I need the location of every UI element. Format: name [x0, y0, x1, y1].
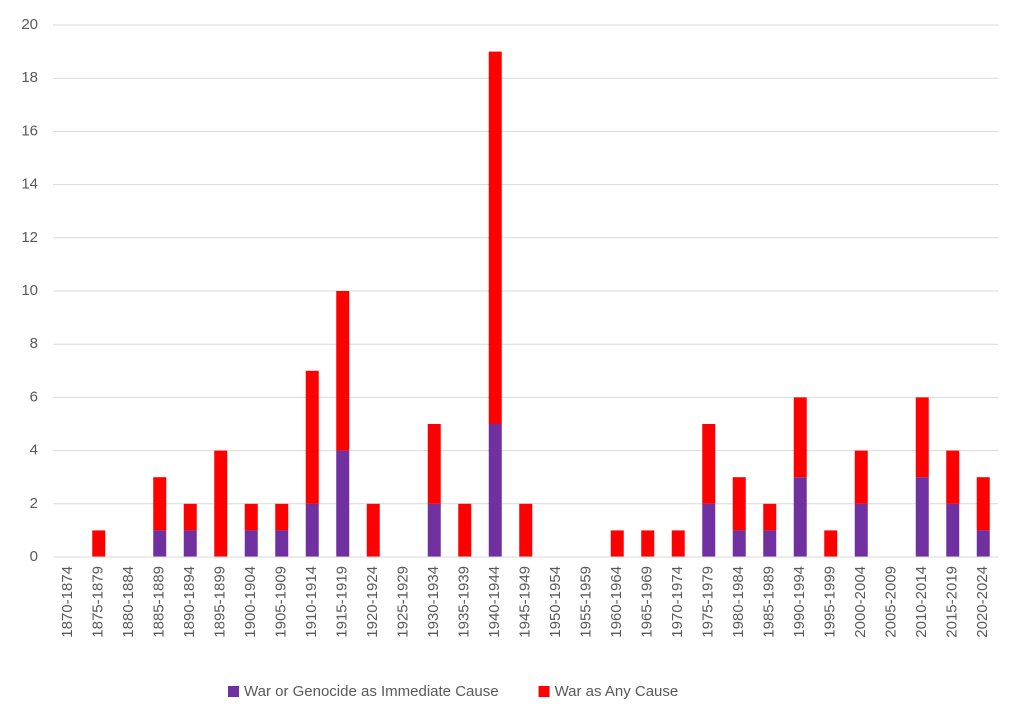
- legend-swatch: [228, 686, 239, 697]
- bar-segment: [610, 530, 624, 557]
- x-tick-label: 1870-1874: [59, 566, 76, 638]
- x-tick-label: 1995-1999: [822, 566, 839, 638]
- bar-segment: [732, 477, 746, 531]
- bar-segment: [305, 503, 319, 557]
- bar-segment: [153, 477, 167, 531]
- bar-segment: [427, 503, 441, 557]
- bar-segment: [183, 530, 197, 557]
- y-tick-label: 20: [21, 16, 38, 33]
- x-tick-label: 1925-1929: [395, 566, 412, 638]
- bar-segment: [244, 530, 258, 557]
- bar-segment: [458, 503, 472, 557]
- bar-segment: [824, 530, 838, 557]
- x-tick-label: 1910-1914: [303, 566, 320, 638]
- x-tick-label: 1960-1964: [608, 566, 625, 638]
- bar-segment: [427, 424, 441, 504]
- y-tick-label: 6: [30, 388, 38, 405]
- x-tick-label: 2015-2019: [944, 566, 961, 638]
- x-tick-label: 1965-1969: [639, 566, 656, 638]
- y-tick-label: 4: [30, 442, 38, 459]
- x-tick-label: 1900-1904: [242, 566, 259, 638]
- bar-segment: [763, 503, 777, 531]
- bar-segment: [702, 503, 716, 557]
- x-tick-label: 1990-1994: [791, 566, 808, 638]
- bar-segment: [488, 424, 502, 557]
- x-tick-label: 1920-1924: [364, 566, 381, 638]
- y-tick-label: 16: [21, 122, 38, 139]
- y-tick-label: 18: [21, 69, 38, 86]
- y-tick-label: 10: [21, 282, 38, 299]
- legend-swatch: [538, 686, 550, 697]
- legend-label: War as Any Cause: [555, 683, 679, 700]
- x-tick-label: 1905-1909: [273, 566, 290, 638]
- x-tick-label: 1885-1889: [151, 566, 168, 638]
- bar-segment: [946, 450, 960, 504]
- y-tick-label: 14: [21, 176, 38, 193]
- x-tick-label: 2000-2004: [852, 566, 869, 638]
- bar-segment: [183, 503, 197, 531]
- x-tick-label: 2010-2014: [913, 566, 930, 638]
- bar-segment: [153, 530, 167, 557]
- x-tick-label: 1950-1954: [547, 566, 564, 638]
- y-tick-label: 8: [30, 335, 38, 352]
- bar-segment: [488, 51, 502, 424]
- x-tick-label: 1970-1974: [669, 566, 686, 638]
- y-tick-label: 12: [21, 229, 38, 246]
- x-tick-label: 1890-1894: [181, 566, 198, 638]
- bar-segment: [92, 530, 106, 557]
- x-tick-label: 1985-1989: [761, 566, 778, 638]
- x-tick-label: 1915-1919: [334, 566, 351, 638]
- bar-segment: [793, 397, 807, 478]
- x-tick-label: 1955-1959: [578, 566, 595, 638]
- legend-label: War or Genocide as Immediate Cause: [244, 683, 499, 700]
- bar-segment: [915, 477, 929, 557]
- bar-segment: [732, 530, 746, 557]
- bar-segment: [275, 530, 289, 557]
- y-tick-label: 2: [30, 495, 38, 512]
- bar-segment: [641, 530, 655, 557]
- bar-segment: [244, 503, 258, 531]
- bar-segment: [976, 477, 990, 531]
- bar-segment: [336, 450, 350, 557]
- bar-segment: [702, 424, 716, 504]
- x-tick-label: 1945-1949: [517, 566, 534, 638]
- x-tick-label: 1940-1944: [486, 566, 503, 638]
- bar-segment: [763, 530, 777, 557]
- bar-segment: [214, 450, 228, 557]
- x-tick-label: 1895-1899: [212, 566, 229, 638]
- bar-segment: [854, 450, 868, 504]
- bar-segment: [305, 370, 319, 504]
- bar-segment: [854, 503, 868, 557]
- x-tick-label: 1930-1934: [425, 566, 442, 638]
- y-tick-label: 0: [30, 548, 38, 565]
- bar-segment: [275, 503, 289, 531]
- x-tick-label: 2005-2009: [883, 566, 900, 638]
- x-tick-label: 1875-1879: [90, 566, 107, 638]
- bar-segment: [671, 530, 685, 557]
- x-tick-label: 1880-1884: [120, 566, 137, 638]
- x-tick-label: 1975-1979: [700, 566, 717, 638]
- bar-segment: [915, 397, 929, 478]
- bar-segment: [366, 503, 380, 557]
- x-tick-label: 1980-1984: [730, 566, 747, 638]
- x-tick-label: 1935-1939: [456, 566, 473, 638]
- bar-segment: [519, 503, 533, 557]
- bar-segment: [793, 477, 807, 557]
- x-tick-label: 2020-2024: [974, 566, 991, 638]
- bar-segment: [946, 503, 960, 557]
- bar-segment: [976, 530, 990, 557]
- bar-segment: [336, 291, 350, 451]
